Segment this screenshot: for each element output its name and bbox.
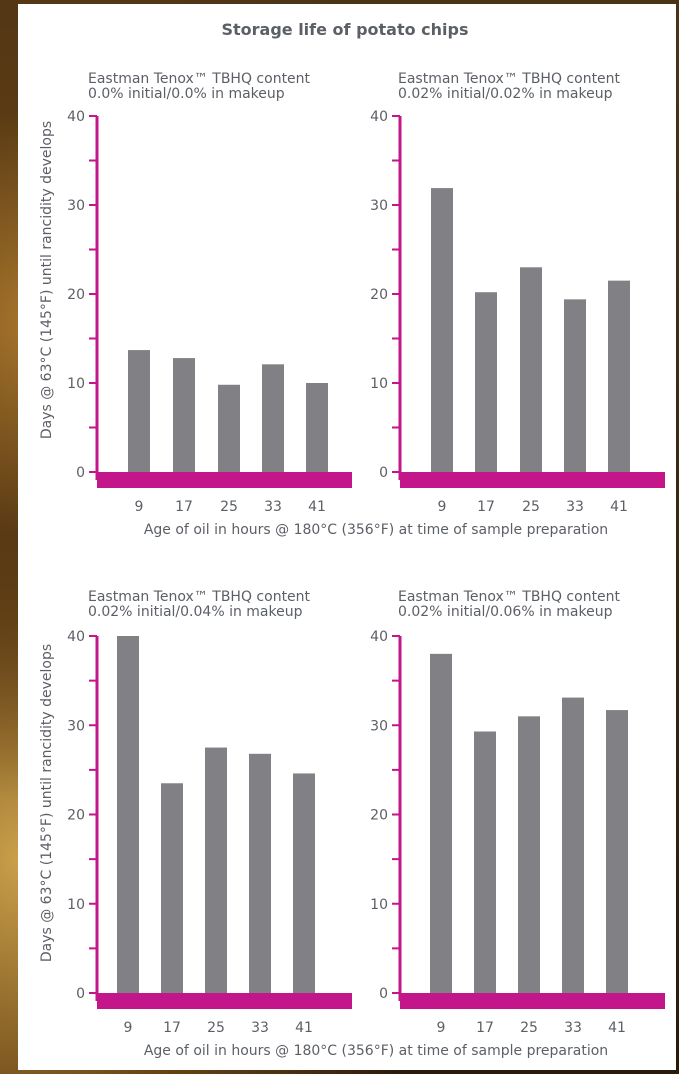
x-tick-label: 25 [520, 1020, 538, 1036]
bar-17 [474, 731, 496, 993]
y-tick-label: 10 [67, 897, 85, 913]
x-tick-label: 41 [608, 1020, 626, 1036]
bar-17 [173, 358, 195, 472]
y-tick-label: 40 [370, 629, 388, 645]
y-tick-label: 20 [67, 808, 85, 824]
x-tick-label: 9 [438, 499, 447, 515]
x-axis-band [400, 472, 665, 488]
y-tick-label: 20 [370, 287, 388, 303]
chart-subtitle-line1: Eastman Tenox™ TBHQ content [88, 71, 311, 87]
bar-33 [262, 364, 284, 472]
bar-9 [117, 636, 139, 993]
y-axis-label-bottom: Days @ 63°C (145°F) until rancidity deve… [39, 644, 55, 962]
y-tick-label: 10 [67, 376, 85, 392]
chart-subtitle-line2: 0.02% initial/0.02% in makeup [398, 86, 613, 102]
x-tick-label: 33 [251, 1020, 269, 1036]
bar-33 [564, 299, 586, 472]
bar-25 [520, 267, 542, 472]
y-axis-label-top: Days @ 63°C (145°F) until rancidity deve… [39, 121, 55, 439]
bar-17 [161, 783, 183, 993]
bar-41 [293, 773, 315, 993]
bar-25 [218, 384, 240, 472]
y-tick-label: 0 [379, 465, 388, 481]
bar-25 [518, 716, 540, 993]
x-tick-label: 33 [566, 499, 584, 515]
bar-17 [475, 292, 497, 472]
x-tick-label: 33 [564, 1020, 582, 1036]
figure-title: Storage life of potato chips [221, 20, 468, 39]
y-tick-label: 30 [370, 718, 388, 734]
y-tick-label: 0 [76, 986, 85, 1002]
x-tick-label: 25 [522, 499, 540, 515]
y-tick-label: 20 [370, 808, 388, 824]
bar-33 [562, 697, 584, 993]
bar-33 [249, 753, 271, 993]
bar-9 [431, 188, 453, 472]
chart-subtitle-line1: Eastman Tenox™ TBHQ content [88, 589, 311, 605]
y-tick-label: 30 [67, 718, 85, 734]
x-axis-label-bottom: Age of oil in hours @ 180°C (356°F) at t… [144, 1043, 608, 1059]
chart-subtitle-line2: 0.02% initial/0.06% in makeup [398, 604, 613, 620]
x-axis-band [97, 993, 352, 1009]
x-axis-band [400, 993, 665, 1009]
x-tick-label: 17 [476, 1020, 494, 1036]
x-axis-band [97, 472, 352, 488]
y-tick-label: 0 [379, 986, 388, 1002]
bar-41 [306, 383, 328, 472]
chart-subtitle-line1: Eastman Tenox™ TBHQ content [398, 589, 621, 605]
y-tick-label: 30 [67, 198, 85, 214]
x-tick-label: 41 [295, 1020, 313, 1036]
x-tick-label: 17 [163, 1020, 181, 1036]
y-tick-label: 30 [370, 198, 388, 214]
chart-subtitle-line2: 0.0% initial/0.0% in makeup [88, 86, 285, 102]
y-tick-label: 0 [76, 465, 85, 481]
bar-41 [606, 710, 628, 993]
x-axis-label-top: Age of oil in hours @ 180°C (356°F) at t… [144, 522, 608, 538]
x-tick-label: 17 [477, 499, 495, 515]
y-tick-label: 20 [67, 287, 85, 303]
chart-subtitle-line1: Eastman Tenox™ TBHQ content [398, 71, 621, 87]
bar-25 [205, 747, 227, 993]
bar-9 [128, 350, 150, 472]
chart-subtitle-line2: 0.02% initial/0.04% in makeup [88, 604, 303, 620]
y-tick-label: 10 [370, 376, 388, 392]
bar-9 [430, 653, 452, 993]
x-tick-label: 41 [308, 499, 326, 515]
y-tick-label: 40 [67, 109, 85, 125]
x-tick-label: 9 [124, 1020, 133, 1036]
x-tick-label: 9 [437, 1020, 446, 1036]
y-tick-label: 10 [370, 897, 388, 913]
y-tick-label: 40 [67, 629, 85, 645]
y-tick-label: 40 [370, 109, 388, 125]
x-tick-label: 9 [135, 499, 144, 515]
x-tick-label: 25 [207, 1020, 225, 1036]
bar-41 [608, 280, 630, 472]
x-tick-label: 41 [610, 499, 628, 515]
x-tick-label: 25 [220, 499, 238, 515]
x-tick-label: 17 [175, 499, 193, 515]
x-tick-label: 33 [264, 499, 282, 515]
